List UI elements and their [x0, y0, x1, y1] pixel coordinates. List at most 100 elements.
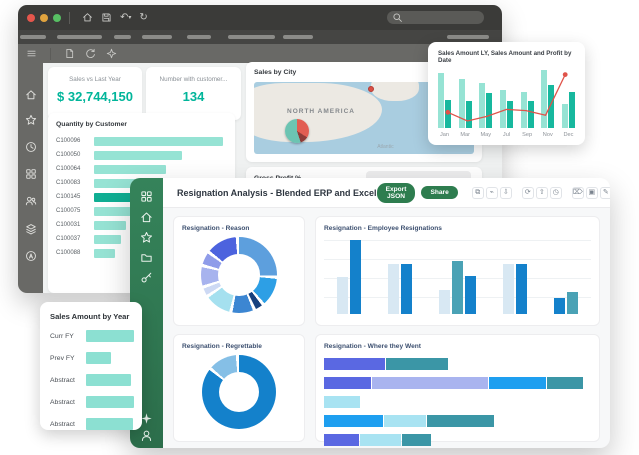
x-tick-label: Jan	[439, 132, 450, 138]
refresh-icon[interactable]	[85, 48, 96, 59]
maximize-window-button[interactable]	[53, 13, 61, 22]
hbar-row: Prev FY	[50, 352, 134, 364]
stacked-segment	[427, 415, 495, 427]
delete-icon-button[interactable]: ⌦	[571, 186, 584, 199]
edit-icon-button[interactable]: ✎	[599, 186, 610, 199]
bar	[464, 276, 476, 314]
home-icon[interactable]	[82, 12, 93, 23]
sidebar-dashboard-icon[interactable]	[140, 190, 153, 203]
x-tick-label: Mar	[460, 132, 470, 138]
sidebar-home-icon[interactable]	[25, 88, 37, 100]
stacked-segment	[359, 434, 402, 446]
hbar-label: C100083	[56, 180, 81, 186]
hbar	[94, 136, 223, 146]
history-icon-button[interactable]: ◷	[549, 186, 562, 199]
sidebar-sparkle-icon[interactable]	[140, 412, 153, 425]
hbar-track	[86, 352, 134, 364]
stacked-row	[324, 377, 591, 389]
hbar-row: C100083	[56, 176, 227, 190]
bar	[486, 93, 493, 128]
map-pie-marker[interactable]	[284, 119, 309, 144]
hbar	[94, 178, 145, 188]
sidebar-user-icon[interactable]	[140, 429, 153, 442]
close-window-button[interactable]	[27, 13, 35, 22]
chart-title: Resignation - Regrettable	[182, 343, 262, 350]
stacked-row	[324, 434, 591, 446]
front-window: Resignation Analysis - Blended ERP and E…	[130, 178, 610, 448]
x-tick-label: May	[480, 132, 492, 138]
bar	[401, 264, 413, 314]
share-button[interactable]: Share	[421, 186, 458, 199]
search-input[interactable]	[387, 11, 484, 24]
chart-title: Resignation - Where they Went	[324, 343, 421, 350]
bar	[527, 100, 534, 128]
pin-icon[interactable]	[106, 48, 117, 59]
bar-group	[388, 240, 413, 314]
hbar-label: C100088	[56, 250, 81, 256]
bar-group	[553, 240, 578, 314]
sidebar-home-icon[interactable]	[140, 211, 153, 224]
bar-group	[458, 70, 472, 128]
sidebar-favorites-icon[interactable]	[140, 231, 153, 244]
link-icon-button[interactable]: ⌁	[485, 186, 498, 199]
reload-icon[interactable]: ↻	[139, 11, 148, 23]
hbar-track	[94, 206, 227, 216]
bar	[566, 291, 578, 314]
chart-title: Sales Amount LY, Sales Amount and Profit…	[438, 50, 572, 64]
chart-title: Sales Amount by Year	[50, 312, 130, 321]
stacked-segment	[324, 377, 371, 389]
chart-title: Resignation - Reason	[182, 225, 250, 232]
stacked-segment	[547, 377, 584, 389]
stacked-segment	[383, 415, 427, 427]
header-actions: Export JSON Share ⧉⌁⇩ ⟳⇧◷ ⌦▣✎⋯	[376, 182, 610, 203]
sidebar-favorites-icon[interactable]	[25, 113, 37, 125]
minimize-window-button[interactable]	[40, 13, 48, 22]
upload-icon-button[interactable]: ⇧	[535, 186, 548, 199]
sidebar-apps-icon[interactable]	[25, 167, 37, 179]
save-icon[interactable]	[101, 12, 112, 23]
export-frame-icon-button[interactable]: ▣	[585, 186, 598, 199]
hbar-label: Prev FY	[50, 354, 75, 362]
map-title: Sales by City	[254, 69, 297, 76]
download-icon-button[interactable]: ⇩	[499, 186, 512, 199]
hbar-label: Abstract	[50, 398, 75, 406]
bar	[499, 89, 506, 128]
map-region-label: NORTH AMERICA	[287, 107, 356, 115]
hbar-row: C100050	[56, 148, 227, 162]
sidebar-assistant-icon[interactable]	[25, 249, 37, 261]
hbar-row: C100088	[56, 246, 227, 260]
hbar-row: C100037	[56, 232, 227, 246]
quantity-by-customer-chart: C100096 C100050 C100064 C100083 C100145 C1000…	[56, 134, 227, 260]
menu-icon[interactable]	[26, 48, 37, 59]
hbar	[86, 418, 133, 430]
hbar	[94, 164, 166, 174]
back-window-titlebar: ↶ ▾ ↻	[18, 5, 502, 30]
stacked-row	[324, 358, 591, 370]
copy-icon-button[interactable]: ⧉	[471, 186, 484, 199]
new-document-icon[interactable]	[64, 48, 75, 59]
undo-icon[interactable]: ↶ ▾	[120, 11, 132, 23]
hbar-label: C100145	[56, 194, 81, 200]
bar	[451, 260, 463, 314]
hbar-row: C100064	[56, 162, 227, 176]
sidebar-users-icon[interactable]	[25, 194, 37, 206]
bar	[568, 92, 575, 128]
kpi-value: $ 32,744,150	[57, 89, 133, 104]
menu-bar[interactable]	[18, 30, 502, 44]
bar	[438, 72, 444, 128]
hbar-label: C100050	[56, 152, 81, 158]
export-json-button[interactable]: Export JSON	[376, 182, 416, 203]
bar	[465, 100, 472, 128]
bar	[548, 84, 555, 128]
hbar-row: Abstract	[50, 374, 134, 386]
sidebar-layers-icon[interactable]	[25, 222, 37, 235]
sidebar-recent-icon[interactable]	[25, 140, 37, 152]
refresh-icon-button[interactable]: ⟳	[521, 186, 534, 199]
titlebar-divider	[69, 11, 70, 24]
sidebar-folder-icon[interactable]	[140, 251, 153, 264]
hbar-label: C100075	[56, 208, 81, 214]
map-dot-marker[interactable]	[368, 86, 375, 93]
sidebar-key-icon[interactable]	[140, 271, 153, 284]
header-icon-group: ⟳ ⇧ ◷	[521, 186, 562, 199]
